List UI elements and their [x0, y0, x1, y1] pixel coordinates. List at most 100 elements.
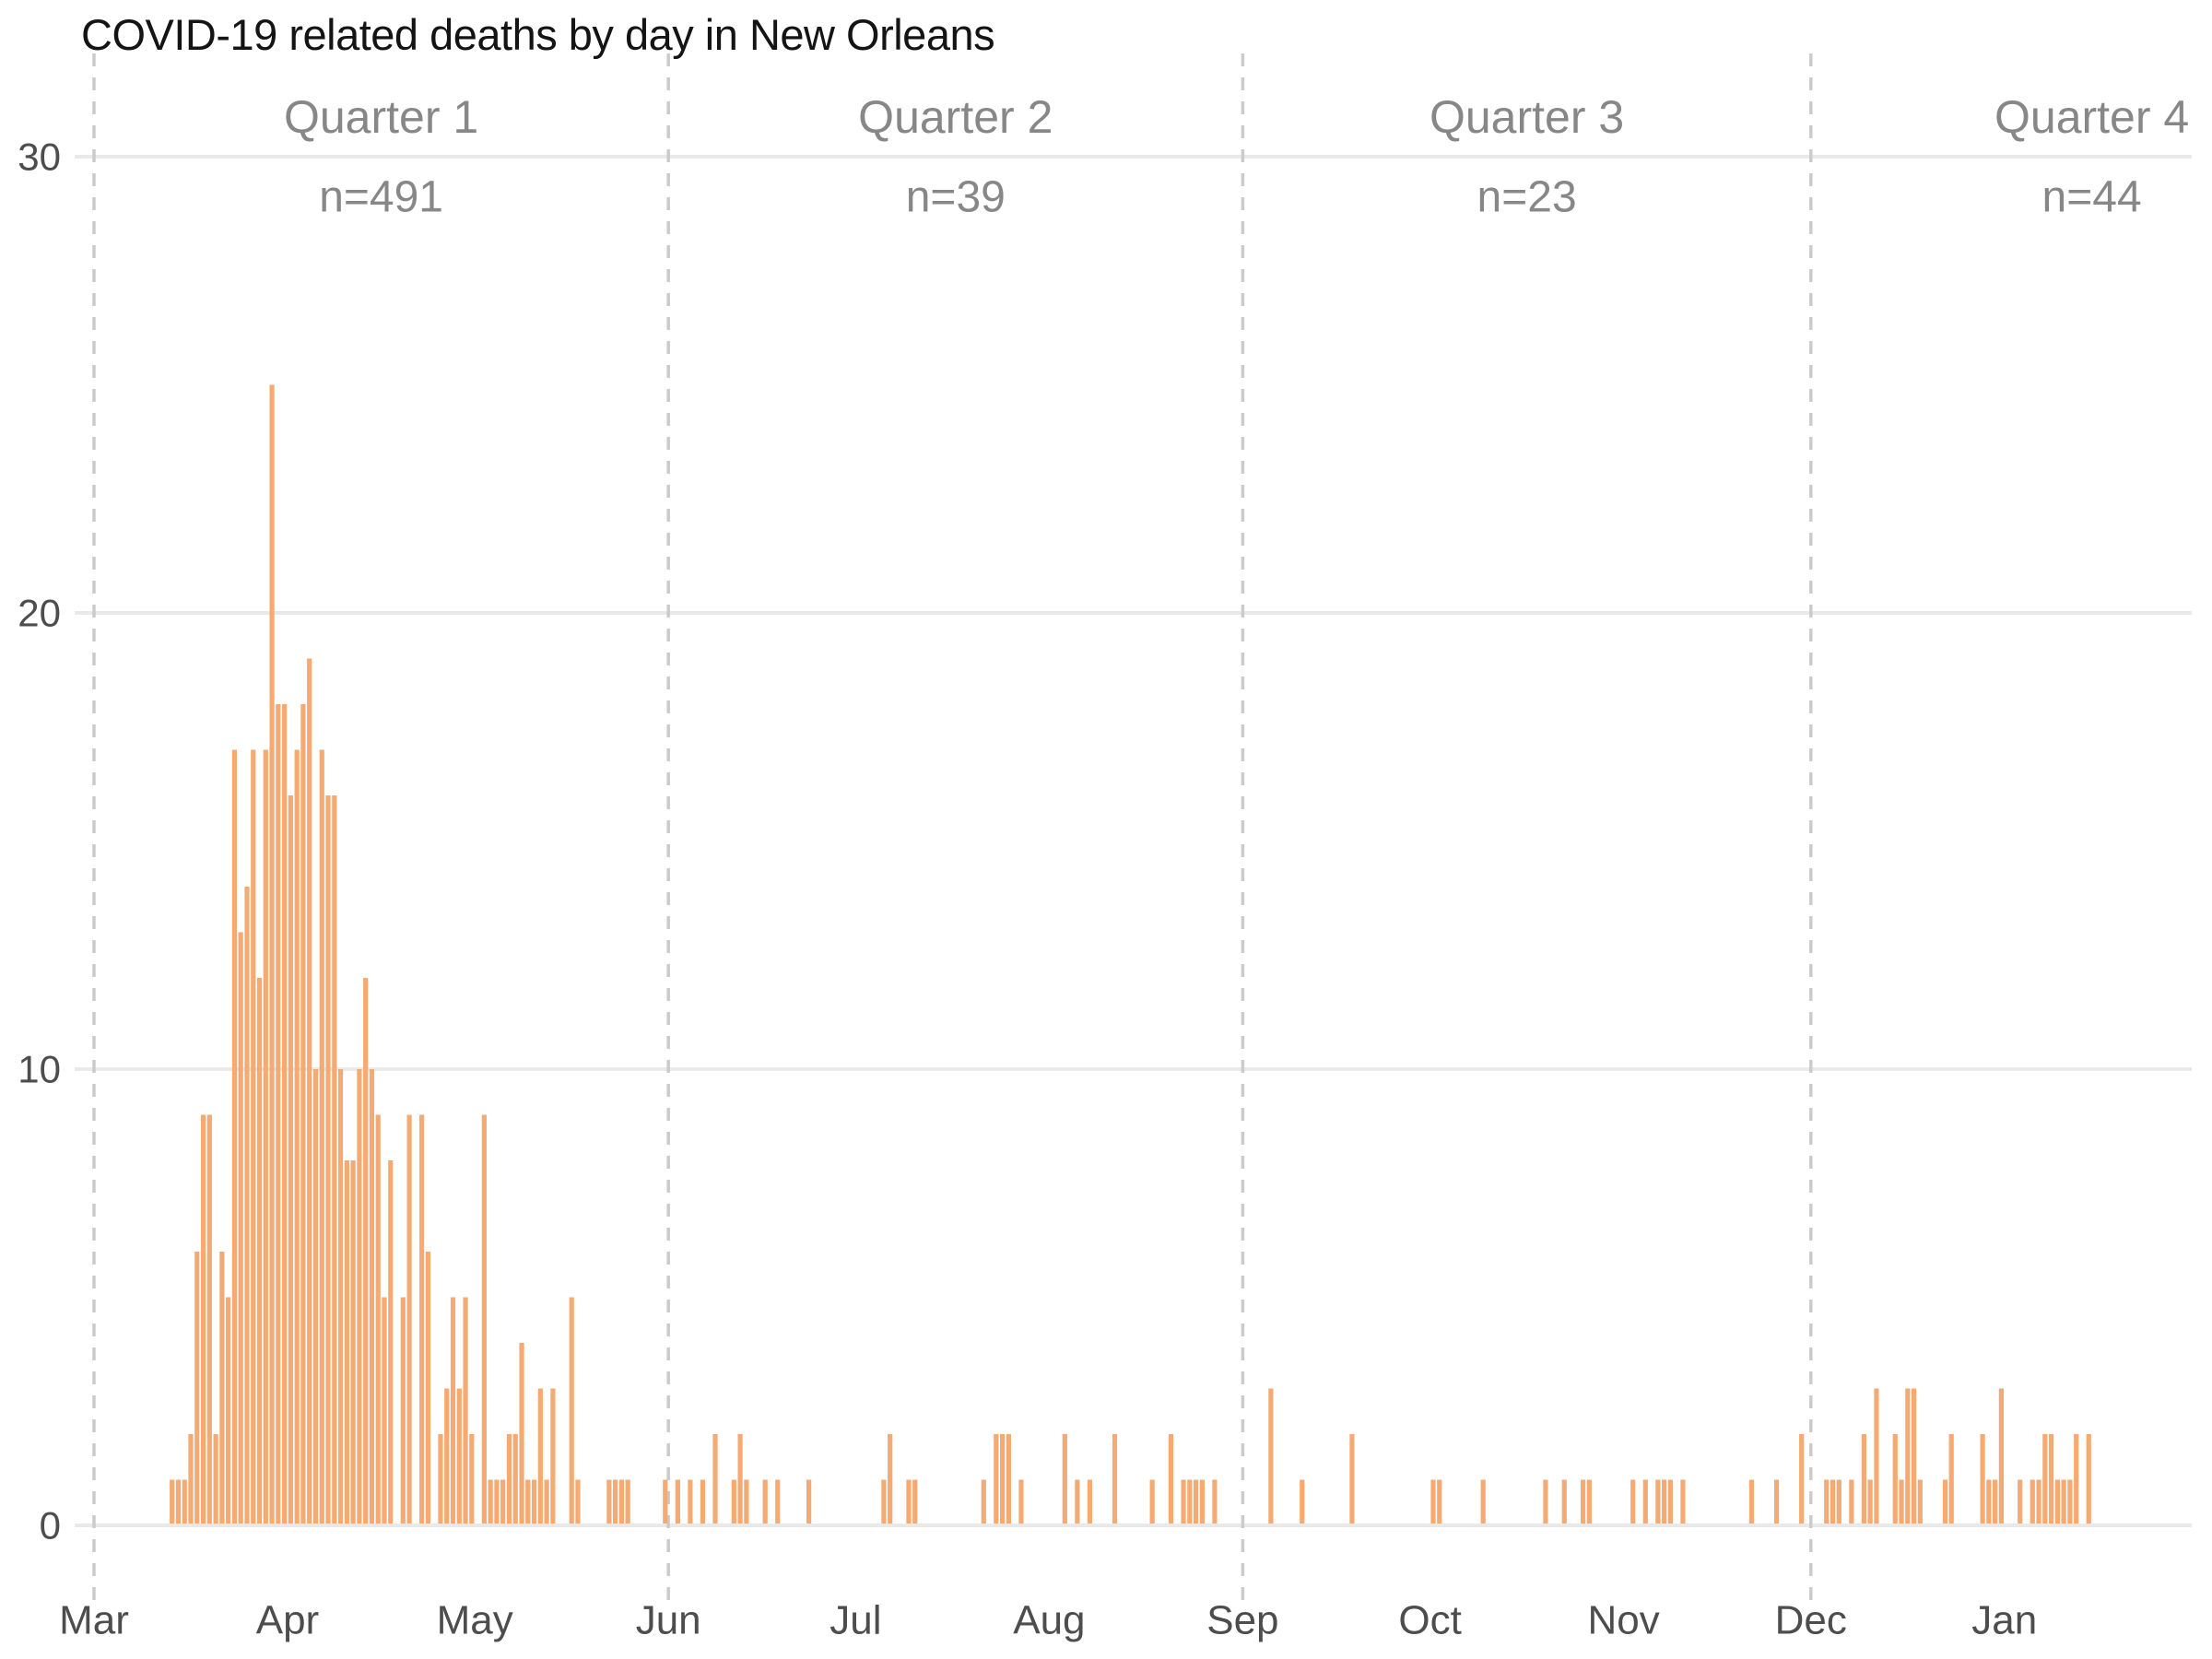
- bar-day-aug-value-2: [1112, 1434, 1118, 1524]
- bar-day-jan-value-1: [2061, 1479, 2066, 1524]
- bar-day-may-value-9: [481, 1114, 487, 1524]
- bar-day-oct-value-1: [1543, 1479, 1548, 1524]
- bar-day-apr-value-16: [288, 795, 293, 1524]
- quarter-label-3: Quarter 3: [1430, 91, 1624, 143]
- bar-day-dec-value-2: [1948, 1434, 1954, 1524]
- bar-day-apr-value-5: [382, 1297, 387, 1524]
- y-tick-label-10: 10: [18, 1048, 61, 1091]
- bar-day-dec-value-1: [1824, 1479, 1830, 1524]
- bar-day-may-value-1: [625, 1479, 630, 1524]
- bar-day-aug-value-1: [1199, 1479, 1205, 1524]
- bar-day-oct-value-1: [1580, 1479, 1586, 1524]
- bar-day-sep-value-1: [1300, 1479, 1305, 1524]
- x-tick-label-jun: Jun: [636, 1598, 701, 1643]
- quarter-label-4: Quarter 4: [1994, 91, 2189, 143]
- bar-day-jun-value-1: [806, 1479, 812, 1524]
- bar-day-apr-value-2: [438, 1434, 443, 1524]
- bar-day-nov-value-1: [1667, 1479, 1673, 1524]
- bar-day-apr-value-3: [444, 1388, 450, 1524]
- bar-day-mar-value-6: [194, 1252, 200, 1524]
- quarter-count-label-2: n=39: [906, 173, 1006, 222]
- bar-day-mar-value-14: [244, 887, 250, 1524]
- bar-day-jan-value-1: [2054, 1479, 2060, 1524]
- bar-day-mar-value-2: [188, 1434, 194, 1524]
- bar-day-jul-value-2: [1000, 1434, 1006, 1524]
- bar-day-apr-value-8: [388, 1160, 394, 1524]
- bar-day-aug-value-2: [1168, 1434, 1174, 1524]
- bar-day-apr-value-16: [332, 795, 337, 1524]
- bar-day-jan-value-1: [2067, 1479, 2073, 1524]
- bar-day-dec-value-1: [1917, 1479, 1923, 1524]
- bar-day-jan-value-2: [2074, 1434, 2079, 1524]
- bar-day-aug-value-1: [1087, 1479, 1093, 1524]
- bar-day-apr-value-16: [325, 795, 331, 1524]
- bar-day-dec-value-3: [1911, 1388, 1917, 1524]
- bar-day-aug-value-1: [1181, 1479, 1186, 1524]
- bar-day-jun-value-1: [675, 1479, 680, 1524]
- bar-day-apr-value-12: [363, 978, 369, 1524]
- bar-day-apr-value-10: [312, 1069, 319, 1524]
- bar-day-jun-value-1: [700, 1479, 706, 1524]
- bar-day-dec-value-1: [1867, 1479, 1873, 1524]
- bar-day-apr-value-10: [369, 1069, 375, 1524]
- bar-day-jul-value-1: [981, 1479, 986, 1524]
- bar-day-oct-value-1: [1430, 1479, 1436, 1524]
- bar-day-jul-value-1: [912, 1479, 918, 1524]
- bar-day-oct-value-1: [1437, 1479, 1442, 1524]
- bar-day-mar-value-1: [170, 1479, 175, 1524]
- bar-day-mar-value-12: [256, 978, 263, 1524]
- bar-day-jun-value-1: [744, 1479, 749, 1524]
- bar-day-dec-value-1: [1849, 1479, 1854, 1524]
- bar-day-mar-value-5: [226, 1297, 231, 1524]
- y-tick-label-0: 0: [40, 1504, 61, 1547]
- chart-title: COVID-19 related deaths by day in New Or…: [81, 10, 995, 59]
- bar-day-apr-value-9: [406, 1114, 412, 1524]
- bar-day-jan-value-2: [2048, 1434, 2054, 1524]
- x-tick-label-jul: Jul: [830, 1598, 881, 1643]
- bar-day-apr-value-5: [400, 1297, 406, 1524]
- bar-day-apr-value-2: [469, 1434, 475, 1524]
- bar-day-may-value-1: [488, 1479, 493, 1524]
- bar-day-jul-value-2: [994, 1434, 999, 1524]
- bar-day-aug-value-1: [1149, 1479, 1155, 1524]
- bar-day-nov-value-1: [1642, 1479, 1648, 1524]
- bar-day-aug-value-2: [1062, 1434, 1067, 1524]
- bar-day-jul-value-1: [881, 1479, 887, 1524]
- bar-day-mar-value-6: [219, 1252, 225, 1524]
- bar-day-nov-value-1: [1655, 1479, 1661, 1524]
- bar-day-may-value-1: [618, 1479, 624, 1524]
- bar-day-jun-value-1: [775, 1479, 781, 1524]
- bar-day-may-value-3: [550, 1388, 556, 1524]
- x-tick-label-mar: Mar: [59, 1598, 129, 1643]
- bar-day-mar-value-1: [175, 1479, 182, 1524]
- bar-day-may-value-1: [606, 1479, 612, 1524]
- bar-day-apr-value-9: [419, 1114, 425, 1524]
- bar-day-may-value-2: [506, 1434, 512, 1524]
- bar-day-may-value-1: [494, 1479, 500, 1524]
- bar-day-jun-value-1: [762, 1479, 768, 1524]
- bar-day-may-value-1: [575, 1479, 581, 1524]
- bar-day-dec-value-1: [1986, 1479, 1992, 1524]
- x-tick-label-nov: Nov: [1587, 1598, 1659, 1643]
- bar-day-mar-value-9: [200, 1114, 206, 1524]
- bar-day-apr-value-19: [307, 658, 312, 1524]
- bar-day-aug-value-1: [1193, 1479, 1199, 1524]
- bar-day-mar-value-18: [276, 704, 281, 1524]
- bar-day-mar-value-17: [251, 749, 256, 1524]
- y-tick-label-20: 20: [18, 592, 61, 635]
- bar-day-aug-value-1: [1075, 1479, 1080, 1524]
- bar-day-nov-value-2: [1799, 1434, 1805, 1524]
- bar-day-may-value-2: [512, 1434, 518, 1524]
- bar-day-apr-value-9: [375, 1114, 381, 1524]
- bar-day-may-value-5: [569, 1297, 574, 1524]
- bar-day-apr-value-6: [425, 1252, 431, 1524]
- bar-day-nov-value-1: [1680, 1479, 1686, 1524]
- bar-day-oct-value-1: [1586, 1479, 1592, 1524]
- bar-day-apr-value-8: [350, 1160, 356, 1524]
- bar-day-may-value-1: [500, 1479, 506, 1524]
- bar-day-may-value-1: [531, 1479, 537, 1524]
- bar-day-dec-value-2: [1892, 1434, 1898, 1524]
- bar-day-nov-value-1: [1662, 1479, 1667, 1524]
- bar-day-mar-value-17: [231, 749, 238, 1524]
